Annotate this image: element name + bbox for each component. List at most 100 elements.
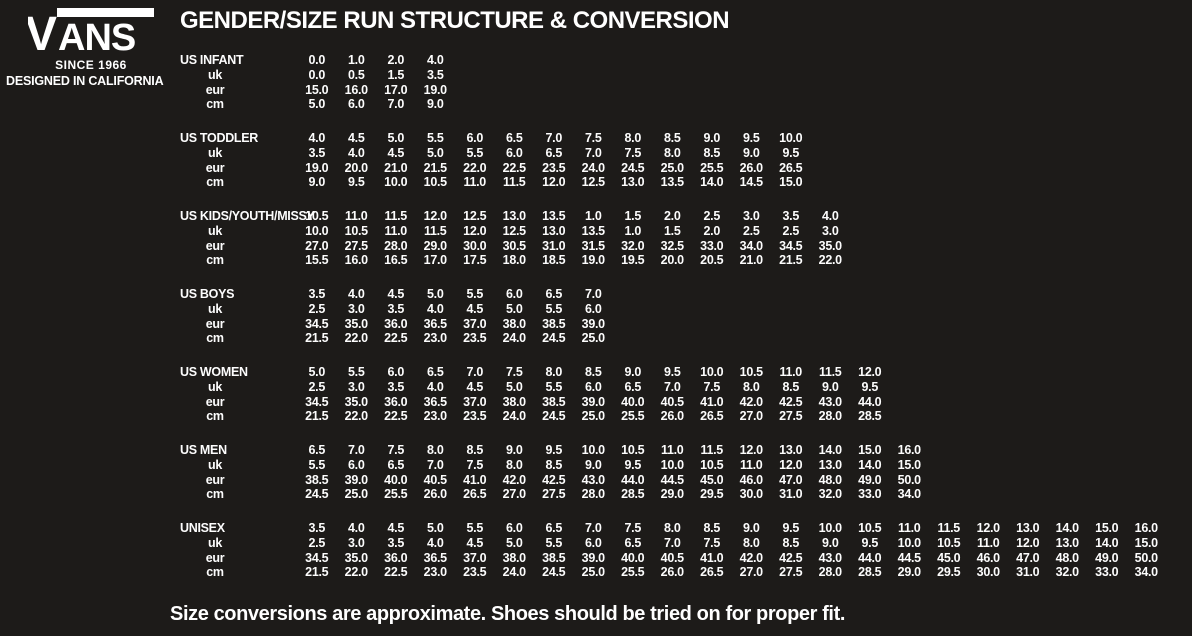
row-label-uk: uk bbox=[208, 457, 222, 472]
size-cell: 13.5 bbox=[581, 223, 605, 238]
size-cell: 28.5 bbox=[858, 409, 882, 424]
size-cell: 10.0 bbox=[779, 131, 803, 145]
size-cell: 2.0 bbox=[387, 53, 405, 67]
size-cell: 11.0 bbox=[345, 209, 368, 223]
size-cell: 32.0 bbox=[621, 238, 645, 253]
size-row-uk: uk 3.5 4.0 4.5 5.0 5.5 6.0 6.5 7.0 7.5 8.0 8.5 9.0 9.… bbox=[180, 146, 1166, 161]
size-cell: 12.0 bbox=[779, 457, 803, 472]
size-cell: 24.5 bbox=[621, 160, 645, 175]
row-label-cm: cm bbox=[206, 331, 224, 346]
size-row-us: US INFANT 0.0 1.0 2.0 4.0 bbox=[180, 53, 1166, 68]
size-cell: 19.0 bbox=[581, 253, 605, 268]
size-cell: 9.0 bbox=[427, 97, 444, 112]
size-cell: 44.0 bbox=[621, 472, 645, 487]
size-cell: 3.0 bbox=[348, 301, 365, 316]
size-cell: 6.0 bbox=[348, 97, 365, 112]
size-cell: 40.5 bbox=[660, 550, 684, 565]
size-cell: 27.5 bbox=[779, 565, 803, 580]
size-cell: 4.0 bbox=[822, 209, 839, 223]
size-row-us: US KIDS/YOUTH/MISSY10.5 11.0 11.5 12.0 12.5 1… bbox=[180, 209, 1166, 224]
size-cell: 25.5 bbox=[384, 487, 408, 502]
size-cell: 26.0 bbox=[739, 160, 763, 175]
size-cell: 3.0 bbox=[348, 535, 365, 550]
size-row-uk: uk 2.5 3.0 3.5 4.0 4.5 5.0 5.5 6.0 bbox=[180, 302, 1166, 317]
row-label-eur: eur bbox=[205, 82, 225, 97]
size-cell: 15.5 bbox=[305, 253, 329, 268]
size-cell: 39.0 bbox=[344, 472, 368, 487]
size-cell: 39.0 bbox=[581, 550, 605, 565]
size-cell: 36.0 bbox=[384, 316, 408, 331]
size-cell: 26.5 bbox=[779, 160, 803, 175]
size-cell: 27.5 bbox=[542, 487, 566, 502]
size-cell: 13.0 bbox=[621, 175, 645, 190]
size-cell: 20.5 bbox=[700, 253, 724, 268]
size-cell: 10.0 bbox=[897, 535, 921, 550]
size-cell: 6.5 bbox=[506, 131, 523, 145]
size-cell: 50.0 bbox=[897, 472, 921, 487]
size-cell: 24.0 bbox=[502, 565, 526, 580]
size-cell: 27.0 bbox=[739, 565, 763, 580]
size-cell: 7.0 bbox=[466, 365, 484, 379]
size-cell: 16.0 bbox=[897, 443, 921, 457]
size-cell: 29.5 bbox=[937, 565, 961, 580]
size-cell: 2.5 bbox=[308, 379, 326, 394]
size-cell: 1.0 bbox=[585, 209, 602, 223]
size-cell: 26.5 bbox=[700, 565, 724, 580]
size-row-us: US WOMEN 5.0 5.5 6.0 6.5 7.0 7.5 8.0 8.5 9.0 9.5 10… bbox=[180, 365, 1166, 380]
size-cell: 10.0 bbox=[700, 365, 724, 379]
size-cell: 5.5 bbox=[545, 301, 563, 316]
size-cell: 22.0 bbox=[344, 565, 368, 580]
size-cell: 12.0 bbox=[976, 521, 1000, 535]
size-cell: 43.0 bbox=[818, 394, 842, 409]
size-cell: 28.0 bbox=[581, 487, 605, 502]
size-cell: 42.0 bbox=[739, 394, 763, 409]
size-cell: 24.5 bbox=[542, 565, 566, 580]
size-cell: 9.0 bbox=[506, 443, 523, 457]
size-cell: 3.5 bbox=[782, 209, 800, 223]
size-cell: 9.5 bbox=[743, 131, 760, 145]
size-cell: 10.5 bbox=[305, 209, 329, 223]
size-cell: 11.5 bbox=[700, 443, 724, 457]
size-cell: 45.0 bbox=[700, 472, 724, 487]
size-cell: 19.0 bbox=[305, 160, 329, 175]
size-cell: 42.5 bbox=[779, 394, 803, 409]
size-cell: 23.5 bbox=[542, 160, 566, 175]
size-cell: 1.5 bbox=[387, 67, 405, 82]
size-cell: 14.0 bbox=[858, 457, 882, 472]
size-cell: 33.0 bbox=[700, 238, 724, 253]
row-label-uk: uk bbox=[208, 301, 222, 316]
size-section: US KIDS/YOUTH/MISSY10.5 11.0 11.5 12.0 12.5 1… bbox=[180, 209, 1166, 268]
size-cell: 43.0 bbox=[818, 550, 842, 565]
size-cell: 8.0 bbox=[743, 379, 760, 394]
size-cell: 19.5 bbox=[621, 253, 645, 268]
size-cell: 5.0 bbox=[506, 301, 523, 316]
size-row-uk: uk 2.5 3.0 3.5 4.0 4.5 5.0 5.5 6.0 6.5 7.0 7.5 8.0 8.… bbox=[180, 380, 1166, 395]
size-cell: 5.0 bbox=[427, 287, 444, 301]
size-cell: 22.0 bbox=[344, 409, 368, 424]
size-cell: 34.5 bbox=[305, 316, 329, 331]
size-cell: 25.0 bbox=[581, 409, 605, 424]
size-cell: 21.5 bbox=[305, 409, 329, 424]
size-cell: 26.5 bbox=[463, 487, 487, 502]
size-cell: 24.5 bbox=[305, 487, 329, 502]
size-cell: 8.5 bbox=[703, 145, 721, 160]
row-label-uk: uk bbox=[208, 535, 222, 550]
size-section: US MEN 6.5 7.0 7.5 8.0 8.5 9.0 9.5 10.0 10.5 11.0 1… bbox=[180, 443, 1166, 502]
row-label-eur: eur bbox=[205, 160, 225, 175]
size-cell: 9.5 bbox=[782, 521, 800, 535]
size-cell: 4.0 bbox=[348, 287, 365, 301]
size-cell: 10.0 bbox=[384, 175, 408, 190]
size-cell: 10.0 bbox=[660, 457, 684, 472]
size-section: US BOYS 3.5 4.0 4.5 5.0 5.5 6.0 6.5 7.0 uk 2.5 3.0 3… bbox=[180, 287, 1166, 346]
size-cell: 32.5 bbox=[660, 238, 684, 253]
size-cell: 19.0 bbox=[423, 82, 447, 97]
size-cell: 9.5 bbox=[624, 457, 642, 472]
size-cell: 5.5 bbox=[427, 131, 444, 145]
size-cell: 2.5 bbox=[782, 223, 800, 238]
size-row-eur: eur 19.0 20.0 21.0 21.5 22.0 22.5 23.5 24.0 24.5 2… bbox=[180, 161, 1166, 176]
size-cell: 6.5 bbox=[387, 457, 405, 472]
size-cell: 10.0 bbox=[305, 223, 329, 238]
size-cell: 5.5 bbox=[466, 145, 484, 160]
size-cell: 22.0 bbox=[463, 160, 487, 175]
size-row-eur: eur 38.5 39.0 40.0 40.5 41.0 42.0 42.5 43.0 44.0 4… bbox=[180, 473, 1166, 488]
